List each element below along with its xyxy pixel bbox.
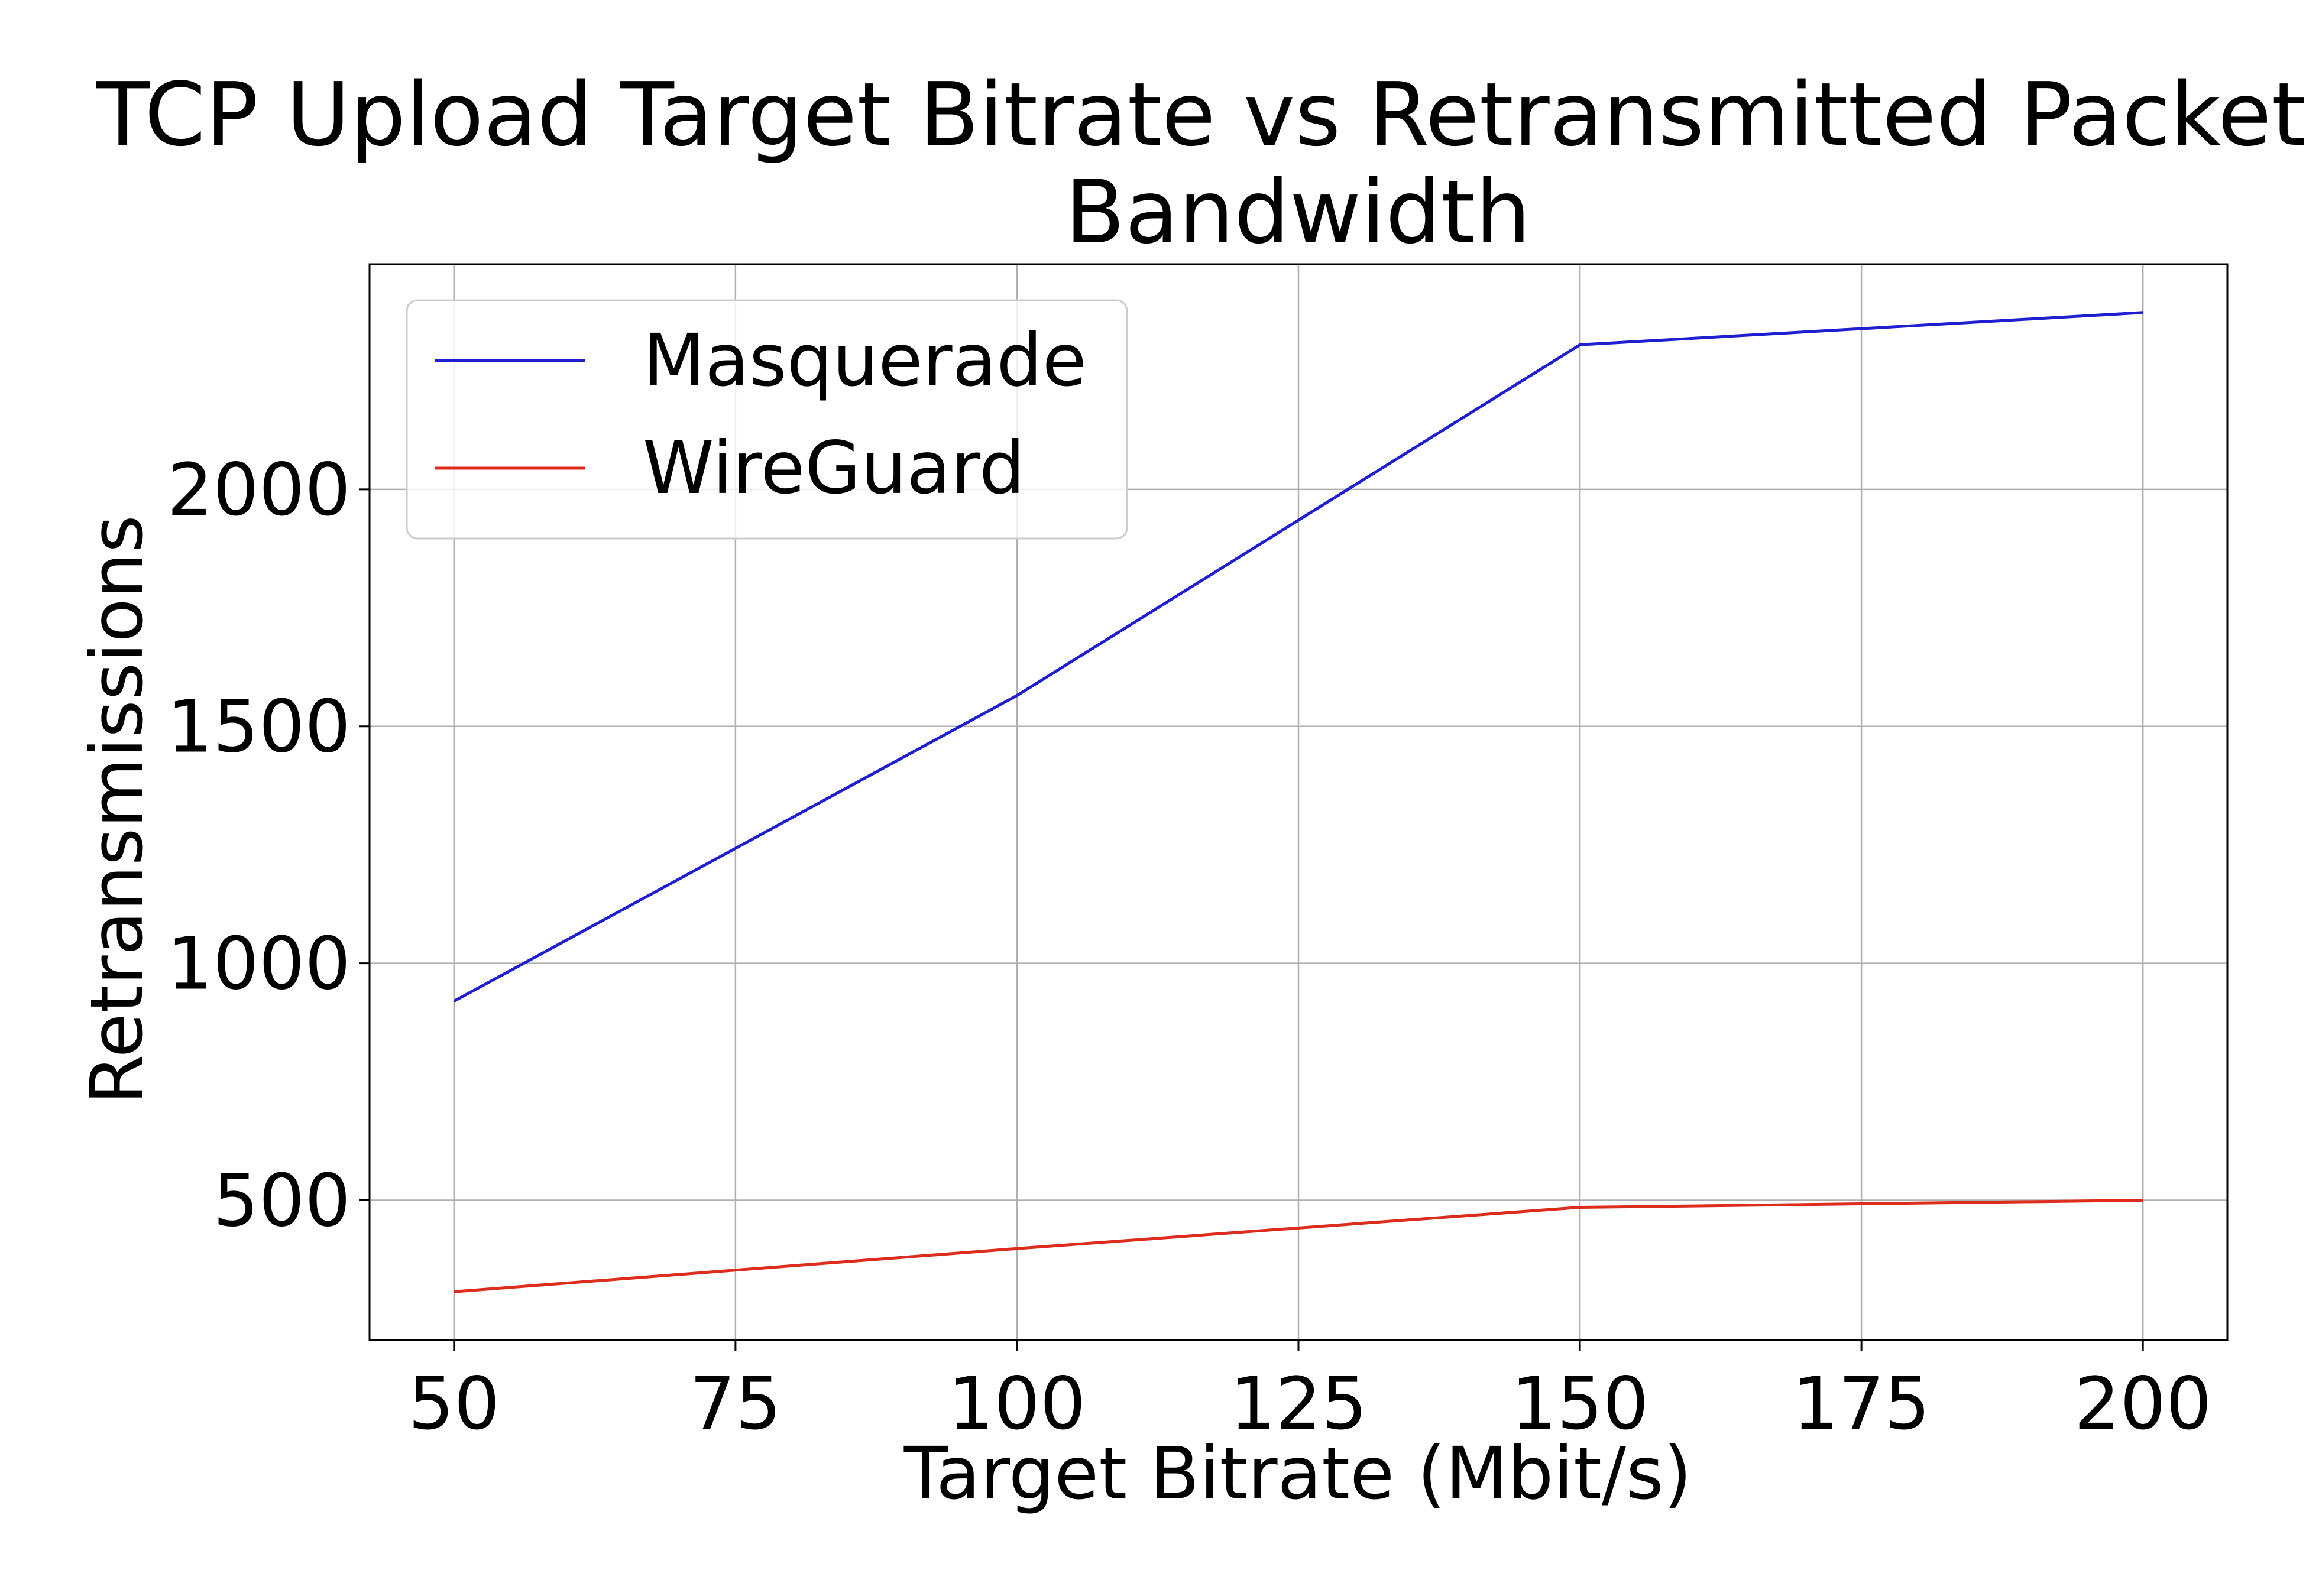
x-axis-label: Target Bitrate (Mbit/s) xyxy=(903,1432,1692,1516)
x-tick-label: 100 xyxy=(948,1362,1086,1446)
x-tick-label: 150 xyxy=(1511,1362,1649,1446)
x-tick-label: 175 xyxy=(1793,1362,1931,1446)
legend-box xyxy=(406,299,1128,540)
y-tick-label: 1500 xyxy=(167,685,351,769)
x-tick-label: 75 xyxy=(689,1362,781,1446)
series-lines xyxy=(453,311,2143,1293)
y-tick-label: 500 xyxy=(213,1159,351,1243)
ticks: 50 75 100 125 150 175 200 500 1000 1500 2000 xyxy=(167,448,2212,1446)
y-axis-label: Retransmissions xyxy=(75,515,159,1104)
y-tick-label: 1000 xyxy=(167,922,351,1006)
chart-title-line2: Bandwidth xyxy=(1065,161,1531,263)
legend-label-wireguard: WireGuard xyxy=(643,426,1025,510)
legend-label-masquerade: Masquerade xyxy=(643,319,1087,403)
series-line-masquerade xyxy=(453,311,2143,1003)
series-line-wireguard xyxy=(454,1198,2143,1293)
x-tick-label: 200 xyxy=(2074,1362,2212,1446)
chart-title-line1: TCP Upload Target Bitrate vs Retransmitt… xyxy=(96,64,2306,166)
x-tick-label: 125 xyxy=(1230,1362,1368,1446)
y-tick-label: 2000 xyxy=(167,448,351,532)
legend: Masquerade WireGuard xyxy=(406,299,1128,540)
x-tick-label: 50 xyxy=(408,1362,500,1446)
